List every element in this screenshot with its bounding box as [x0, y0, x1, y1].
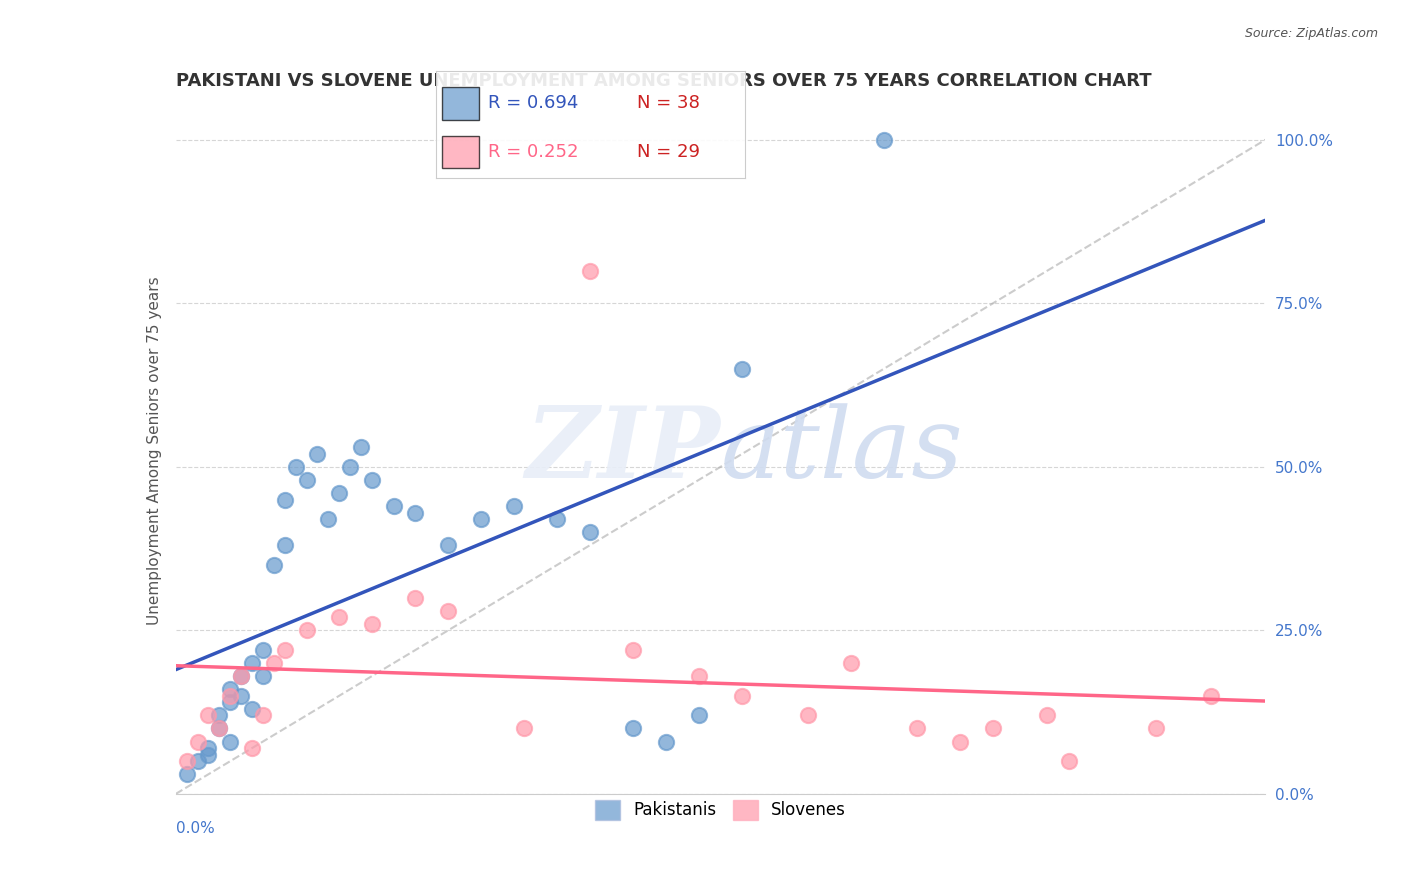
Point: [382, 499, 405, 513]
Legend: Pakistanis, Slovenes: Pakistanis, Slovenes: [588, 793, 853, 827]
Point: [437, 604, 460, 618]
Point: [318, 512, 340, 526]
Point: [240, 702, 263, 716]
Point: [274, 492, 297, 507]
Point: [252, 669, 274, 683]
Text: R = 0.252: R = 0.252: [488, 143, 579, 161]
Text: PAKISTANI VS SLOVENE UNEMPLOYMENT AMONG SENIORS OVER 75 YEARS CORRELATION CHART: PAKISTANI VS SLOVENE UNEMPLOYMENT AMONG …: [176, 72, 1152, 90]
Point: [621, 643, 644, 657]
Point: [197, 741, 219, 756]
Point: [873, 133, 896, 147]
Point: [470, 512, 492, 526]
Point: [176, 767, 198, 781]
Point: [197, 708, 219, 723]
Text: R = 0.694: R = 0.694: [488, 95, 579, 112]
Point: [252, 708, 274, 723]
Point: [240, 741, 263, 756]
Point: [339, 459, 361, 474]
Point: [328, 610, 350, 624]
Point: [219, 695, 242, 709]
Point: [208, 722, 231, 736]
Point: [621, 722, 644, 736]
Point: [252, 643, 274, 657]
Point: [307, 447, 329, 461]
Point: [263, 558, 285, 572]
Point: [284, 459, 307, 474]
Point: [797, 708, 820, 723]
Point: [905, 722, 928, 736]
Point: [328, 486, 350, 500]
Text: atlas: atlas: [721, 403, 963, 498]
Text: 0.0%: 0.0%: [176, 822, 215, 837]
Point: [1144, 722, 1167, 736]
FancyBboxPatch shape: [441, 87, 479, 120]
Point: [219, 689, 242, 703]
Point: [360, 616, 382, 631]
Point: [186, 754, 209, 768]
Point: [350, 440, 373, 454]
Point: [208, 722, 231, 736]
Point: [1057, 754, 1080, 768]
FancyBboxPatch shape: [441, 136, 479, 168]
Text: N = 38: N = 38: [637, 95, 700, 112]
Point: [688, 708, 710, 723]
Point: [546, 512, 568, 526]
Point: [1036, 708, 1059, 723]
Point: [231, 669, 253, 683]
Point: [1199, 689, 1222, 703]
Point: [263, 656, 285, 670]
Point: [208, 708, 231, 723]
Point: [731, 361, 754, 376]
Point: [502, 499, 524, 513]
Point: [841, 656, 863, 670]
Text: Source: ZipAtlas.com: Source: ZipAtlas.com: [1244, 27, 1378, 40]
Point: [274, 538, 297, 552]
Point: [240, 656, 263, 670]
Point: [513, 722, 536, 736]
Point: [295, 473, 318, 487]
Point: [731, 689, 754, 703]
Point: [437, 538, 460, 552]
Point: [360, 473, 382, 487]
Point: [579, 525, 602, 540]
Point: [405, 591, 427, 605]
Y-axis label: Unemployment Among Seniors over 75 years: Unemployment Among Seniors over 75 years: [146, 277, 162, 624]
Point: [197, 747, 219, 762]
Text: N = 29: N = 29: [637, 143, 700, 161]
Point: [295, 624, 318, 638]
Point: [949, 734, 972, 748]
Point: [981, 722, 1004, 736]
Point: [219, 682, 242, 697]
Point: [186, 734, 209, 748]
Text: ZIP: ZIP: [526, 402, 721, 499]
Point: [579, 263, 602, 277]
Point: [655, 734, 678, 748]
Point: [219, 734, 242, 748]
Point: [688, 669, 710, 683]
Point: [231, 689, 253, 703]
Point: [274, 643, 297, 657]
Point: [405, 506, 427, 520]
Point: [231, 669, 253, 683]
Point: [176, 754, 198, 768]
